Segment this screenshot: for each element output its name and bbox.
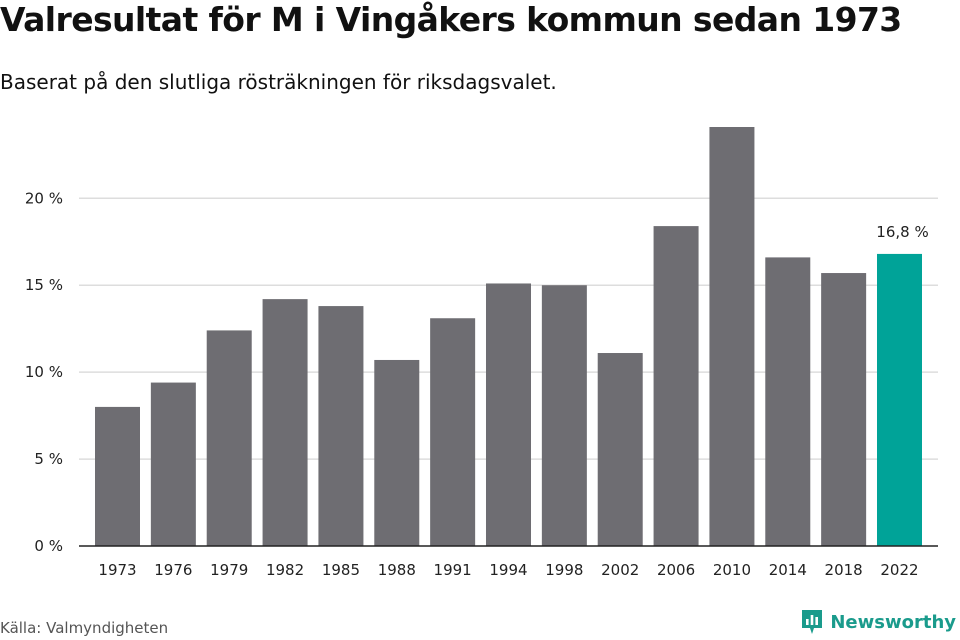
x-tick-label: 1979	[210, 561, 248, 579]
x-tick-label: 2014	[769, 561, 807, 579]
x-tick-label: 1991	[434, 561, 472, 579]
bar	[374, 359, 420, 546]
bar	[821, 273, 867, 546]
x-tick-label: 1988	[378, 561, 416, 579]
y-tick-label: 0 %	[34, 537, 63, 555]
x-tick-label: 2006	[657, 561, 695, 579]
bar	[541, 285, 587, 546]
chart-title: Valresultat för M i Vingåkers kommun sed…	[0, 0, 902, 39]
x-tick-label: 2018	[825, 561, 863, 579]
chart-subtitle: Baserat på den slutliga rösträkningen fö…	[0, 70, 557, 94]
bar	[765, 257, 811, 546]
y-tick-label: 20 %	[25, 189, 63, 207]
bar	[262, 299, 308, 546]
bar-chart: 0 % 5 % 10 % 15 % 20 % 1973 1976 1979 1982 1985 19…	[25, 127, 938, 579]
bar	[318, 306, 364, 546]
newsworthy-logo-icon	[802, 610, 823, 634]
x-tick-label: 2002	[601, 561, 639, 579]
x-tick-label: 1994	[489, 561, 527, 579]
bar	[95, 406, 140, 546]
x-tick-label: 1973	[98, 561, 136, 579]
bar	[430, 318, 476, 546]
bar	[597, 353, 643, 546]
brand-logo-group: Newsworthy	[800, 608, 956, 636]
y-tick-label: 10 %	[25, 363, 63, 381]
x-tick-label: 2010	[713, 561, 751, 579]
bar	[709, 127, 755, 546]
x-tick-label: 1985	[322, 561, 360, 579]
bar	[150, 382, 196, 546]
bar	[653, 226, 699, 546]
x-tick-label: 2022	[880, 561, 918, 579]
y-tick-label: 15 %	[25, 276, 63, 294]
bar	[206, 330, 252, 546]
bar	[485, 283, 531, 546]
x-tick-label: 1982	[266, 561, 304, 579]
x-tick-label: 1976	[154, 561, 192, 579]
brand-name: Newsworthy	[830, 611, 956, 633]
y-tick-label: 5 %	[34, 450, 63, 468]
bar-highlight	[876, 253, 922, 547]
data-label: 16,8 %	[876, 223, 928, 241]
source-note: Källa: Valmyndigheten	[0, 619, 169, 637]
x-tick-label: 1998	[545, 561, 583, 579]
